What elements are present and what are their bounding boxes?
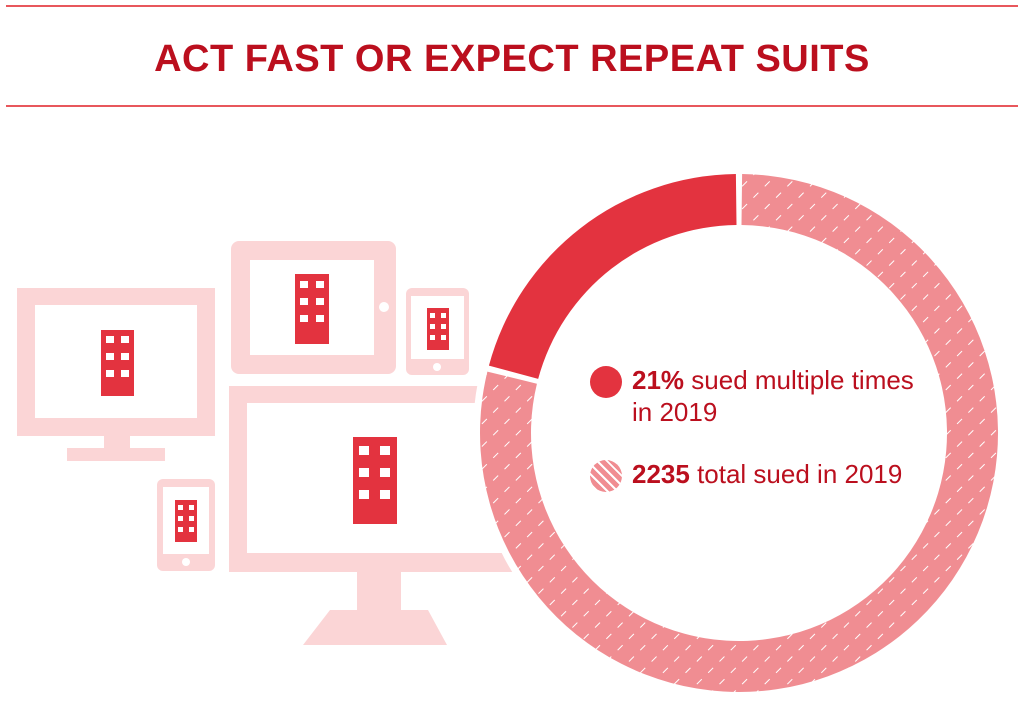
page-title: ACT FAST OR EXPECT REPEAT SUITS [154,38,870,80]
donut-slice-multiple [488,174,737,379]
donut-chart [480,174,999,692]
building-icon [101,330,134,396]
legend-swatch-multiple [590,366,622,398]
bottom-rule [6,105,1018,107]
building-icon [295,274,329,344]
legend-label: sued multiple times in 2019 [632,365,914,427]
legend-swatch-total [590,460,622,492]
legend-label: total sued in 2019 [689,459,903,489]
building-icon [427,308,449,350]
building-icon [353,437,397,524]
legend-value: 21% [632,365,685,395]
top-rule [6,5,1018,7]
legend-value: 2235 [632,459,690,489]
building-icon [175,500,197,542]
legend-text-multiple: 21% sued multiple times in 2019 [632,364,922,428]
donut-backdrop [473,167,1005,699]
legend-text-total: 2235 total sued in 2019 [632,458,922,490]
